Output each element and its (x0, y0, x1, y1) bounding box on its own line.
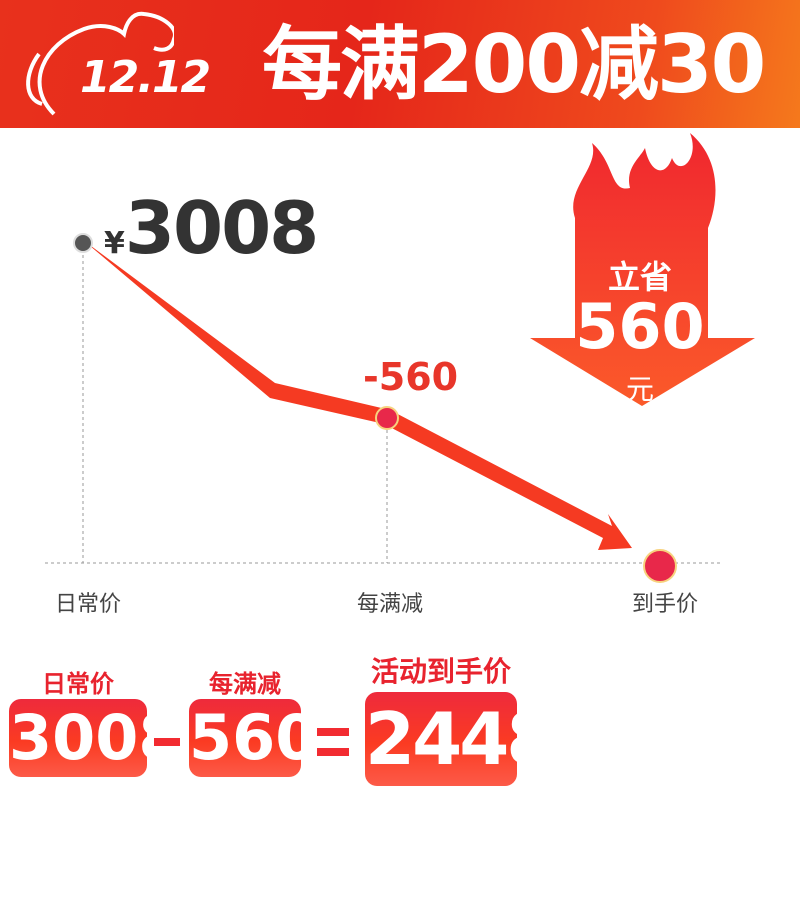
final-price-value: 2448 (365, 697, 556, 781)
regular-price-box: 3008 (9, 699, 182, 777)
trend-arrow (83, 240, 632, 550)
currency-symbol: ¥ (104, 226, 125, 261)
minus-sign (154, 738, 180, 746)
regular-price-caption: 日常价 (42, 670, 114, 698)
badge-label: 立省 (607, 258, 672, 296)
final-price-box: 2448 元 (365, 692, 556, 862)
logo-text: 12.12 (80, 52, 211, 103)
cat-logo-icon (26, 11, 174, 116)
x-label-discount: 每满减 (357, 592, 424, 617)
flame-down-arrow-icon (530, 133, 755, 406)
point-regular (73, 233, 93, 253)
regular-price-value: 3008 (124, 186, 319, 270)
equals-sign-bottom (317, 748, 349, 756)
discount-box: 560 (189, 699, 318, 777)
final-price-unit: 元 (432, 843, 449, 862)
discount-amount-label: -560 (363, 355, 459, 399)
point-final (643, 549, 677, 583)
final-price-caption: 活动到手价 (370, 655, 511, 688)
badge-unit: 元 (625, 373, 654, 406)
equals-sign-top (317, 728, 349, 736)
discount-caption: 每满减 (209, 670, 281, 698)
x-label-final: 到手价 (632, 592, 699, 617)
x-label-regular: 日常价 (55, 592, 122, 617)
regular-price-label: ¥3008 (104, 186, 319, 284)
point-discount (375, 406, 399, 430)
header-banner: 12.12 每满200减30 (0, 0, 800, 128)
price-drop-chart (45, 133, 755, 583)
badge-amount: 560 (575, 290, 705, 363)
headline: 每满200减30 (262, 18, 766, 111)
